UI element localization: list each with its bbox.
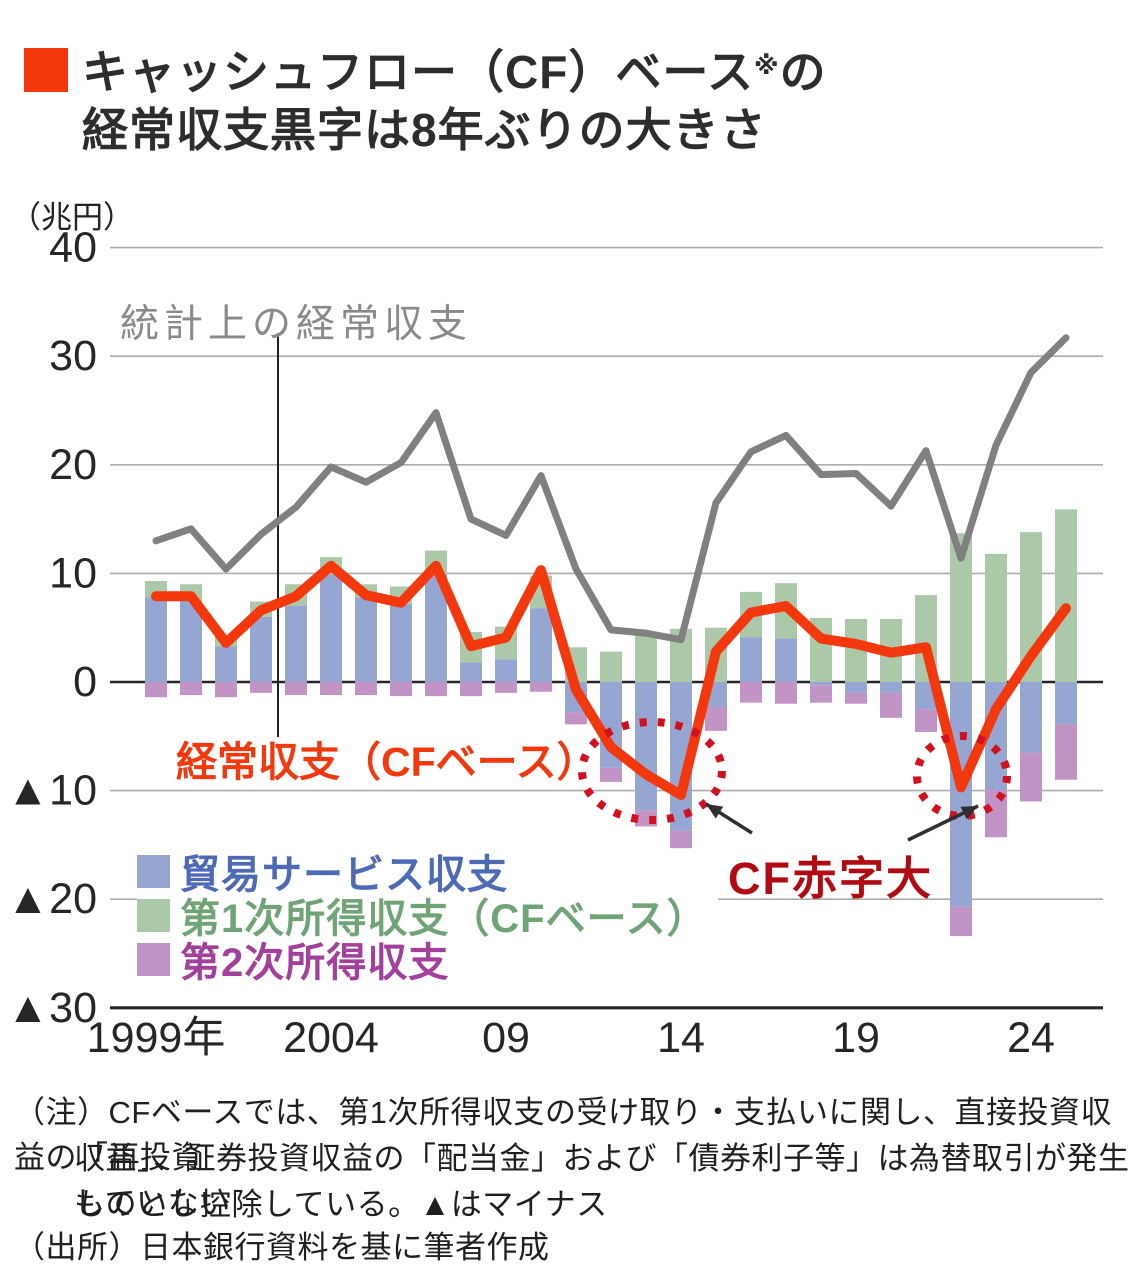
bar-trade-services — [1055, 682, 1077, 725]
bar-trade-services — [810, 682, 832, 686]
note-line-1: （注）CFベースでは、第1次所得収支の受け取り・支払いに関し、直接投資収益の「再… — [14, 1095, 1113, 1175]
bar-secondary-income — [810, 685, 832, 703]
bar-secondary-income — [285, 682, 307, 696]
x-tick-label: 24 — [1007, 1014, 1055, 1062]
bar-secondary-income — [740, 682, 762, 703]
bar-secondary-income — [320, 682, 342, 696]
bar-trade-services — [1020, 682, 1042, 753]
bar-trade-services — [250, 616, 272, 682]
x-tick-label: 19 — [832, 1014, 880, 1062]
bar-secondary-income — [1055, 724, 1077, 780]
legend-label: 第1次所得収支（CFベース） — [180, 897, 708, 941]
y-tick-label: 40 — [49, 224, 97, 272]
bar-trade-services — [390, 603, 412, 682]
y-tick-label: ▲20 — [7, 875, 97, 923]
x-tick-label: 1999年 — [87, 1014, 226, 1062]
bar-secondary-income — [775, 682, 797, 704]
bar-trade-services — [285, 605, 307, 682]
note-line-3: ものとし控除している。▲はマイナス — [74, 1187, 608, 1222]
x-tick-label: 2004 — [283, 1014, 379, 1062]
bar-trade-services — [320, 574, 342, 682]
bar-primary-income — [635, 632, 657, 682]
orange-line — [151, 560, 1071, 800]
bar-trade-services — [180, 600, 202, 682]
bar-secondary-income — [145, 682, 167, 698]
bar-secondary-income — [355, 682, 377, 696]
legend-swatch-blue — [137, 854, 170, 888]
bar-secondary-income — [180, 682, 202, 696]
bar-trade-services — [950, 682, 972, 907]
bar-trade-services — [635, 682, 657, 811]
y-tick-label: 20 — [49, 441, 97, 489]
bar-trade-services — [740, 637, 762, 682]
x-tick-label: 14 — [657, 1014, 705, 1062]
bar-trade-services — [355, 597, 377, 682]
y-tick-label: ▲30 — [7, 984, 97, 1032]
highlight-ellipse-2014 — [578, 718, 726, 824]
note-line-2: 収益」、証券投資収益の「配当金」および「債券利子等」は為替取引が発生していない — [74, 1141, 1130, 1221]
cf-deficit-annotation-label: CF赤字大 — [728, 853, 933, 904]
title-accent-square-icon — [24, 48, 68, 92]
bar-primary-income — [600, 651, 622, 682]
bar-trade-services — [845, 682, 867, 693]
bar-secondary-income — [390, 682, 412, 697]
bar-secondary-income — [215, 682, 237, 698]
source-line: （出所）日本銀行資料を基に筆者作成 — [14, 1230, 550, 1265]
bar-secondary-income — [950, 906, 972, 937]
y-tick-label: 10 — [49, 549, 97, 597]
bar-secondary-income — [985, 789, 1007, 838]
bar-secondary-income — [845, 692, 867, 704]
highlight-ellipse-2022 — [913, 732, 1011, 820]
orange-line-label: 経常収支（CFベース） — [176, 739, 598, 785]
legend-label: 貿易サービス収支 — [180, 853, 508, 897]
bar-trade-services — [495, 659, 517, 682]
legend: 貿易サービス収支 第1次所得収支（CFベース） 第2次所得収支 — [137, 849, 718, 985]
bar-trade-services — [880, 682, 902, 693]
bar-trade-services — [215, 646, 237, 682]
bar-secondary-income — [460, 682, 482, 697]
legend-item-secondary-income: 第2次所得収支 — [137, 937, 708, 985]
legend-swatch-purple — [137, 942, 170, 976]
bar-secondary-income — [880, 692, 902, 718]
bar-secondary-income — [565, 712, 587, 725]
x-tick-label: 09 — [482, 1014, 530, 1062]
bar-secondary-income — [530, 682, 552, 692]
title-note-mark: ※ — [754, 52, 780, 81]
legend-swatch-green — [137, 898, 170, 932]
bar-trade-services — [460, 662, 482, 682]
gray-line — [152, 334, 1070, 644]
bar-primary-income — [950, 533, 972, 682]
bar-secondary-income — [600, 767, 622, 782]
y-axis-unit-label: （兆円） — [10, 200, 134, 235]
bar-trade-services — [425, 574, 447, 682]
y-tick-label: 0 — [73, 658, 97, 706]
bar-secondary-income — [425, 682, 447, 697]
legend-item-trade-services: 貿易サービス収支 — [137, 849, 708, 897]
bar-secondary-income — [1020, 752, 1042, 802]
bar-primary-income — [845, 619, 867, 682]
gray-line-label: 統計上の経常収支 — [120, 303, 473, 346]
bar-trade-services — [775, 638, 797, 682]
bar-secondary-income — [250, 682, 272, 693]
title-line1: キャッシュフロー（CF）ベース※の — [82, 46, 827, 98]
page-title: キャッシュフロー（CF）ベース※の 経常収支黒字は8年ぶりの大きさ — [82, 44, 827, 160]
legend-item-primary-income: 第1次所得収支（CFベース） — [137, 893, 708, 941]
annotation-arrow-right-head — [960, 806, 978, 820]
legend-label: 第2次所得収支 — [180, 941, 450, 985]
bar-trade-services — [145, 597, 167, 682]
bar-secondary-income — [670, 830, 692, 849]
bar-trade-services — [530, 608, 552, 682]
y-tick-label: 30 — [49, 332, 97, 380]
bar-secondary-income — [705, 706, 727, 731]
bar-primary-income — [985, 553, 1007, 682]
bar-primary-income — [1055, 509, 1077, 682]
bar-secondary-income — [495, 682, 517, 693]
title-line2: 経常収支黒字は8年ぶりの大きさ — [82, 103, 767, 156]
annotation-arrow-left-head — [706, 804, 724, 819]
y-tick-label: ▲10 — [7, 767, 97, 815]
bar-secondary-income — [915, 709, 937, 732]
